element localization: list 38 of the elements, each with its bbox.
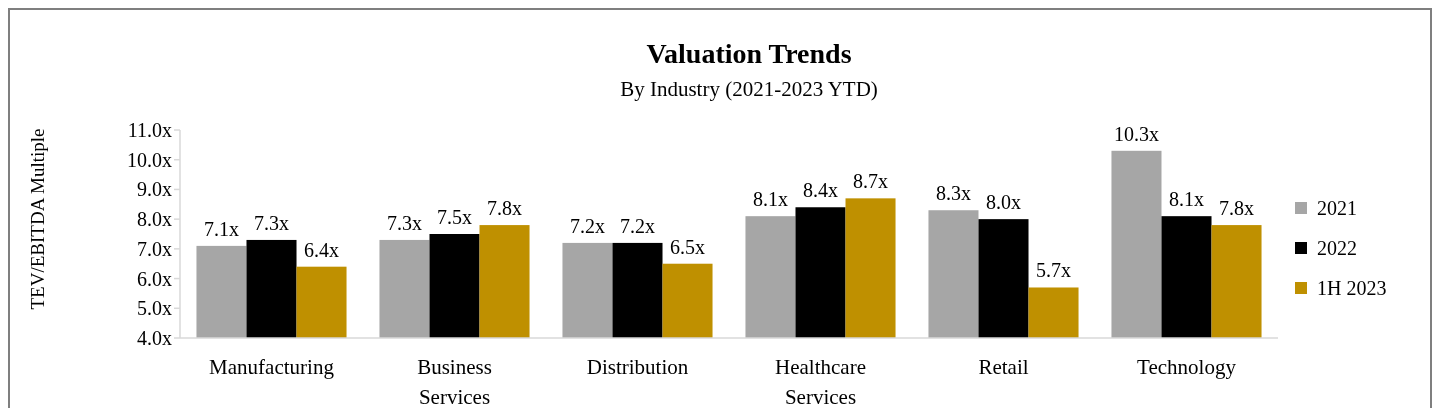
y-tick-label: 5.0x [137,297,172,320]
data-label: 10.3x [1113,122,1159,145]
x-tick-label: Healthcare Services [775,355,866,409]
y-tick-label: 8.0x [137,208,172,231]
data-label: 8.7x [853,170,889,193]
data-label: 6.5x [670,235,706,258]
y-tick-label: 6.0x [137,267,172,290]
data-label: 7.1x [203,217,239,240]
legend-label: 2022 [1317,237,1357,259]
y-tick-label: 7.0x [137,237,172,260]
data-label: 6.4x [304,238,340,261]
data-label: 7.3x [254,211,289,234]
x-tick-label: Distribution [586,355,689,379]
data-label: 8.3x [935,182,971,205]
y-axis-title: TEV/EBITDA Multiple [27,128,48,310]
x-tick-label: Retail [978,355,1029,379]
data-label: 7.5x [437,206,472,228]
data-label: 7.8x [1219,197,1255,220]
x-tick-label: Technology [1137,355,1237,379]
legend-label: 2021 [1317,197,1357,219]
x-tick-label: Business Services [417,355,492,409]
data-label: 5.7x [1036,259,1072,282]
data-label: 7.2x [569,214,605,237]
data-label: 8.1x [752,188,788,211]
data-label: 7.2x [620,214,655,237]
chart-title: Valuation Trends [646,38,852,69]
chart-subtitle: By Industry (2021-2023 YTD) [620,77,878,101]
y-tick-label: 11.0x [127,119,172,141]
legend-label: 1H 2023 [1317,277,1387,299]
x-tick-label: Manufacturing [209,355,335,379]
data-label: 8.0x [986,191,1021,214]
data-label: 7.8x [487,197,523,220]
y-tick-label: 4.0x [137,327,172,349]
y-tick-label: 10.0x [127,148,172,171]
data-label: 8.1x [1169,188,1204,211]
y-tick-label: 9.0x [137,178,172,201]
data-label: 8.4x [803,179,838,202]
data-label: 7.3x [386,211,422,234]
